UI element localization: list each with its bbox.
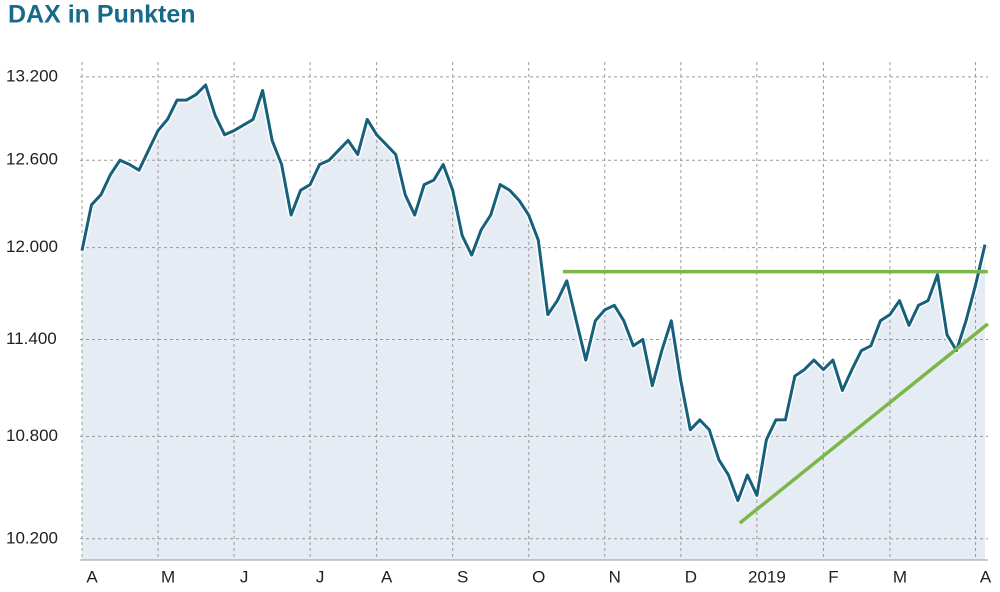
x-tick-label: J xyxy=(316,567,325,586)
x-tick-label: O xyxy=(532,567,545,586)
x-tick-label: A xyxy=(381,567,393,586)
x-tick-label: A xyxy=(86,567,98,586)
x-tick-label: N xyxy=(609,567,621,586)
x-tick-label: M xyxy=(893,567,907,586)
y-tick-label: 12.600 xyxy=(6,150,58,169)
area xyxy=(82,85,985,560)
y-tick-label: 10.200 xyxy=(6,528,58,547)
x-tick-label: F xyxy=(828,567,838,586)
line xyxy=(80,83,987,503)
x-tick-label: 2019 xyxy=(748,567,786,586)
y-tick-label: 11.400 xyxy=(6,329,57,348)
x-tick-label: M xyxy=(161,567,175,586)
y-tick-label: 12.000 xyxy=(6,237,58,256)
y-tick-label: 10.800 xyxy=(6,426,58,445)
chart-title: DAX in Punkten xyxy=(8,1,196,29)
x-tick-label: S xyxy=(457,567,468,586)
x-tick-label: A xyxy=(980,567,992,586)
x-tick-label: J xyxy=(240,567,249,586)
x-tick-label: D xyxy=(685,567,697,586)
trendline xyxy=(738,322,989,525)
y-tick-label: 13.200 xyxy=(6,66,58,85)
